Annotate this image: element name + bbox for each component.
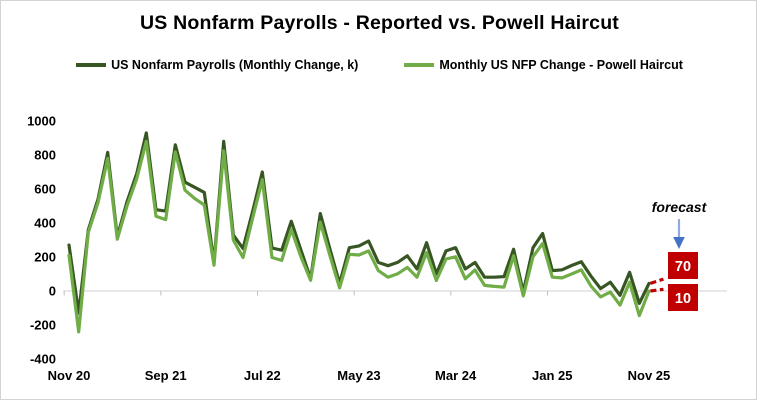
x-tick-label: Sep 21 <box>145 368 187 383</box>
forecast-haircut-box <box>668 284 698 311</box>
reported-line-swatch <box>76 63 107 67</box>
forecast-dash-haircut <box>650 287 664 293</box>
legend-label-haircut: Monthly US NFP Change - Powell Haircut <box>439 58 683 72</box>
legend-item-haircut: Monthly US NFP Change - Powell Haircut <box>404 58 683 72</box>
series-line-haircut <box>67 139 651 334</box>
forecast-reported-value: 70 <box>675 259 691 275</box>
x-tick-label: Jan 25 <box>532 368 572 383</box>
x-tick-label: Jul 22 <box>244 368 281 383</box>
y-tick-label: 200 <box>34 250 56 265</box>
x-tick-label: Nov 25 <box>628 368 671 383</box>
legend-item-reported: US Nonfarm Payrolls (Monthly Change, k) <box>76 58 358 72</box>
haircut-line-swatch <box>404 63 435 67</box>
y-tick-label: 600 <box>34 182 56 197</box>
forecast-haircut-value: 10 <box>675 291 691 307</box>
forecast-label: forecast <box>652 199 708 215</box>
forecast-annotation: forecast 70 10 <box>652 199 708 311</box>
forecast-dash-reported <box>649 277 664 285</box>
y-tick-label: 400 <box>34 216 56 231</box>
legend: US Nonfarm Payrolls (Monthly Change, k) … <box>1 58 756 72</box>
forecast-arrow-icon <box>673 237 685 249</box>
x-tick-label: Nov 20 <box>48 368 91 383</box>
y-tick-label: -200 <box>30 318 56 333</box>
x-tick-label: May 23 <box>337 368 380 383</box>
y-tick-label: 1000 <box>27 114 56 129</box>
legend-label-reported: US Nonfarm Payrolls (Monthly Change, k) <box>111 58 359 72</box>
y-tick-label: 800 <box>34 148 56 163</box>
y-tick-label: -400 <box>30 352 56 367</box>
chart-title: US Nonfarm Payrolls - Reported vs. Powel… <box>140 12 619 34</box>
series-line-reported <box>67 131 651 315</box>
y-tick-label: 0 <box>49 284 56 299</box>
forecast-reported-box <box>668 252 698 279</box>
x-tick-label: Mar 24 <box>435 368 477 383</box>
